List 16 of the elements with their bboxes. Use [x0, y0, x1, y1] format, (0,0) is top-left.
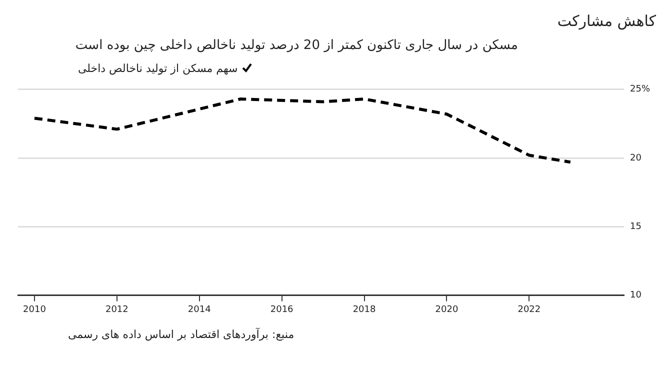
x-tick-label: 2010 [23, 304, 46, 315]
x-tick-label: 2014 [188, 304, 212, 315]
x-tick-label: 2012 [105, 304, 128, 315]
legend-label: سهم مسکن از تولید ناخالص داخلی [78, 62, 238, 74]
y-tick-label: 20 [630, 153, 642, 164]
y-tick-label: 10 [630, 290, 642, 301]
x-tick-label: 2018 [352, 304, 376, 315]
text: منبع: برآوردهای اقتصاد بر اساس داده های رسمی [68, 328, 294, 341]
chart-subtitle: مسکن در سال جاری تاکنون کمتر از 20 درصد تولید ناخالص داخلی چین بوده است [74, 37, 518, 55]
x-tick-label: 2016 [270, 304, 294, 315]
y-tick-label: 15 [630, 222, 642, 232]
chart-title: کاهش مشارکت [557, 11, 656, 32]
y-tick-label: 25% [630, 84, 650, 95]
x-tick-label: 2022 [518, 304, 541, 315]
x-tick-label: 2020 [435, 304, 458, 315]
line-series [32, 98, 572, 164]
